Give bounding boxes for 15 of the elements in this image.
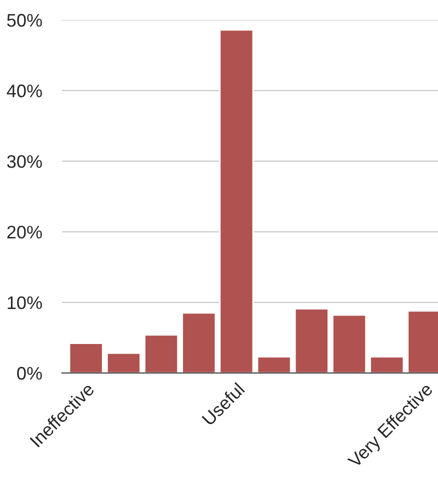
bar bbox=[256, 356, 292, 373]
bar bbox=[106, 352, 141, 373]
y-tick-label: 0% bbox=[17, 366, 42, 380]
bar bbox=[294, 308, 329, 373]
y-tick-label: 50% bbox=[7, 14, 42, 27]
bar bbox=[182, 312, 216, 373]
bar bbox=[144, 334, 179, 373]
y-tick-label: 40% bbox=[6, 84, 42, 98]
y-tick-label: 10% bbox=[8, 296, 42, 310]
y-tick-label: 30% bbox=[7, 155, 42, 168]
bar bbox=[332, 314, 367, 373]
y-tick-label: 20% bbox=[7, 226, 42, 239]
bar bbox=[370, 356, 404, 373]
bar bbox=[68, 342, 104, 373]
bar bbox=[219, 29, 254, 373]
